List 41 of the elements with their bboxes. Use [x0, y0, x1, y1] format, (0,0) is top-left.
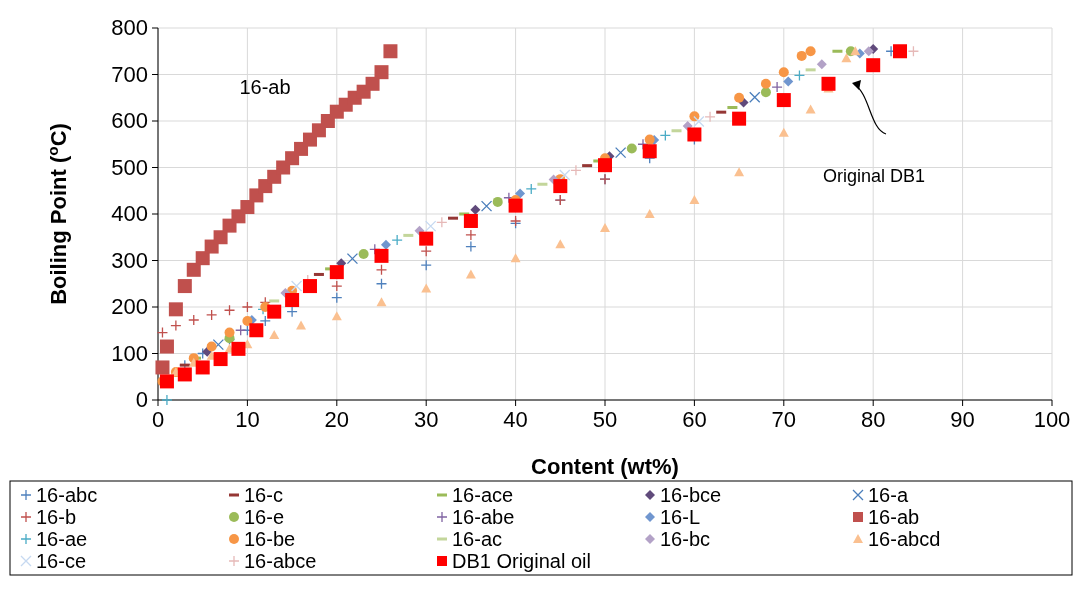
legend-label: 16-bce — [660, 484, 722, 506]
x-tick-label: 80 — [860, 407, 886, 432]
legend-label: 16-ac — [452, 528, 503, 550]
y-tick-label: 600 — [111, 108, 148, 133]
legend-label: 16-ace — [452, 484, 514, 506]
x-tick-label: 20 — [324, 407, 350, 432]
x-tick-label: 70 — [771, 407, 797, 432]
y-tick-label: 0 — [135, 387, 148, 412]
legend-label: 16-e — [244, 506, 285, 528]
y-tick-label: 200 — [111, 294, 148, 319]
legend-label: 16-ab — [868, 506, 920, 528]
x-tick-label: 10 — [235, 407, 260, 432]
legend-label: 16-abe — [452, 506, 515, 528]
y-tick-label: 400 — [111, 201, 148, 226]
x-tick-label: 30 — [413, 407, 439, 432]
x-tick-label: 100 — [1033, 407, 1071, 432]
legend-label: 16-abc — [36, 484, 98, 506]
y-tick-label: 500 — [111, 154, 148, 180]
legend-label: 16-be — [244, 528, 296, 550]
x-tick-label: 60 — [682, 407, 707, 432]
y-tick-label: 700 — [111, 61, 148, 87]
x-axis-title: Content (wt%) — [531, 454, 679, 479]
legend-label: 16-a — [868, 484, 909, 506]
legend-label: 16-c — [244, 484, 283, 506]
legend-label: 16-b — [36, 506, 77, 528]
y-tick-label: 100 — [111, 340, 148, 366]
legend-label: 16-abce — [244, 550, 317, 572]
x-tick-label: 0 — [151, 407, 165, 432]
x-tick-label: 90 — [950, 407, 975, 432]
annotation: Original DB1 — [822, 166, 926, 186]
legend-label: 16-ce — [36, 550, 87, 572]
legend-label: 16-bc — [660, 528, 711, 550]
x-tick-label: 40 — [503, 407, 528, 432]
legend-label: DB1 Original oil — [452, 550, 591, 572]
x-tick-label: 50 — [592, 407, 618, 432]
y-tick-label: 800 — [111, 15, 148, 40]
legend-label: 16-L — [660, 506, 701, 528]
legend-label: 16-abcd — [868, 528, 941, 550]
y-tick-label: 300 — [111, 247, 148, 273]
legend-label: 16-ae — [36, 528, 88, 550]
annotation: 16-ab — [239, 76, 291, 98]
